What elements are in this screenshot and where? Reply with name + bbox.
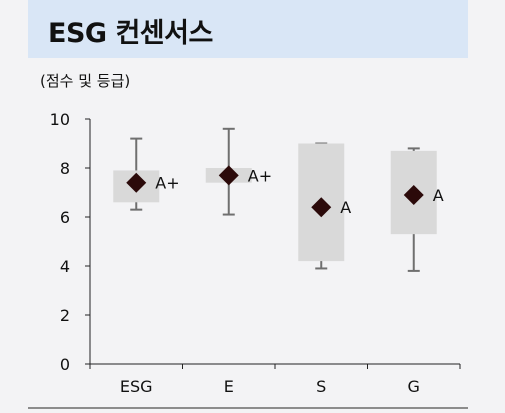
grade-label: A+ xyxy=(155,174,179,193)
mean-marker xyxy=(218,165,239,186)
y-tick-label: 8 xyxy=(60,159,70,178)
bottom-divider xyxy=(28,407,468,409)
grade-label: A xyxy=(433,186,444,205)
mean-marker xyxy=(126,172,147,193)
y-tick-label: 6 xyxy=(60,208,70,227)
mean-marker xyxy=(311,197,332,218)
x-category-label: E xyxy=(224,377,234,396)
x-category-label: S xyxy=(316,377,326,396)
title-bar: ESG 컨센서스 xyxy=(28,0,468,58)
y-tick-label: 0 xyxy=(60,355,70,374)
page-title: ESG 컨센서스 xyxy=(48,18,213,49)
grade-label: A xyxy=(340,198,351,217)
y-unit-label: (점수 및 등급) xyxy=(40,72,131,90)
y-tick-label: 2 xyxy=(60,306,70,325)
y-tick-label: 10 xyxy=(50,110,70,129)
x-category-label: ESG xyxy=(120,377,153,396)
y-tick-label: 4 xyxy=(60,257,70,276)
x-category-label: G xyxy=(408,377,420,396)
mean-marker xyxy=(403,184,424,205)
grade-label: A+ xyxy=(248,166,272,185)
